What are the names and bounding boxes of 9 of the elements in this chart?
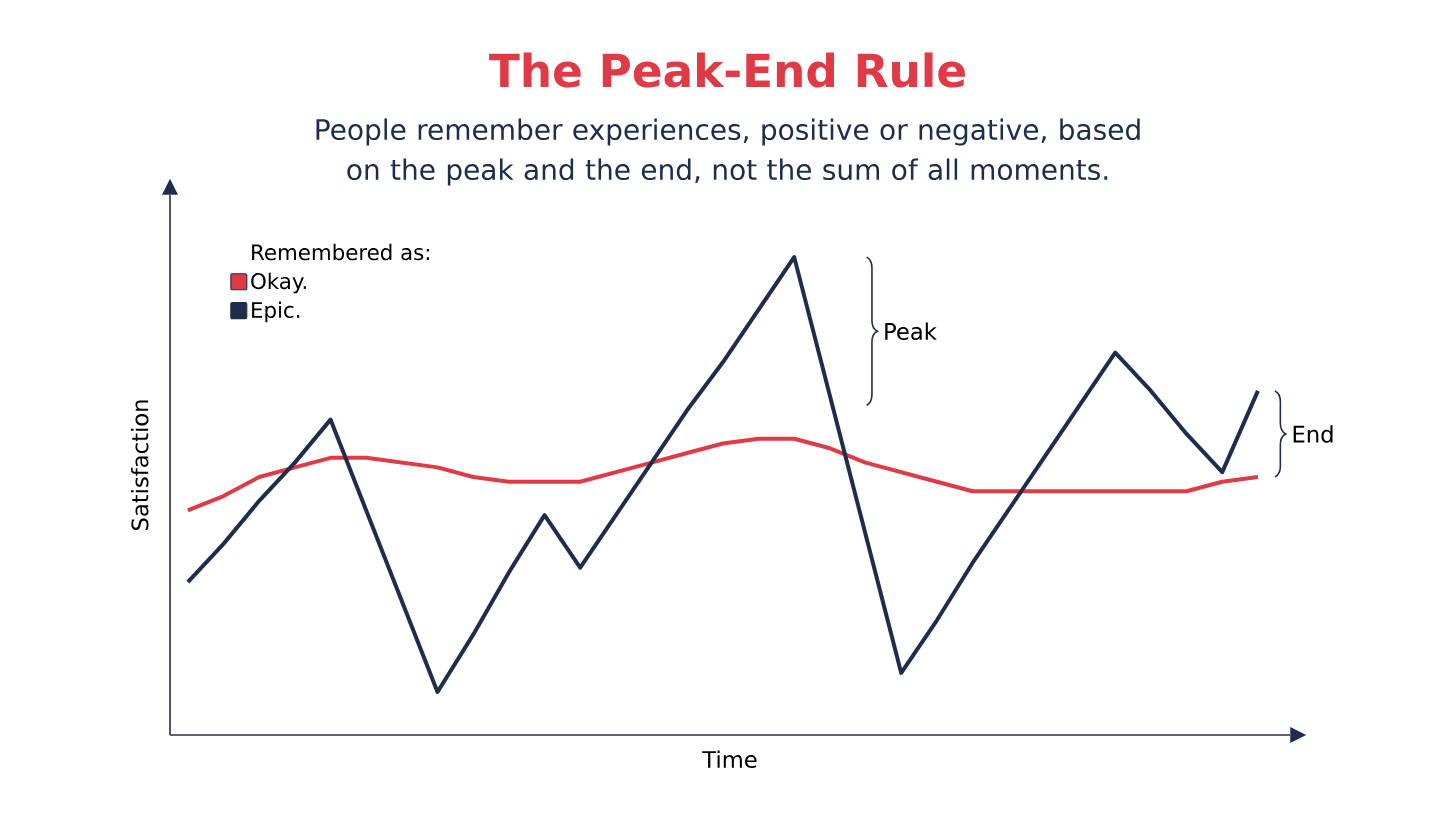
chart-title: The Peak-End Rule — [489, 52, 965, 88]
annotation: Peak — [885, 322, 937, 340]
y-axis-title: Satisfaction — [130, 400, 149, 531]
x-axis-title: Time — [702, 750, 757, 769]
legend-title: Remembered as: — [252, 243, 429, 261]
text: End — [1293, 425, 1333, 443]
legend-label: Okay. — [251, 272, 306, 294]
legend-label: Epic. — [252, 301, 300, 323]
chart-subtitle: People remember experiences, positive or negative, based on the peak and the end, not the sum of all moments. — [316, 118, 1140, 186]
